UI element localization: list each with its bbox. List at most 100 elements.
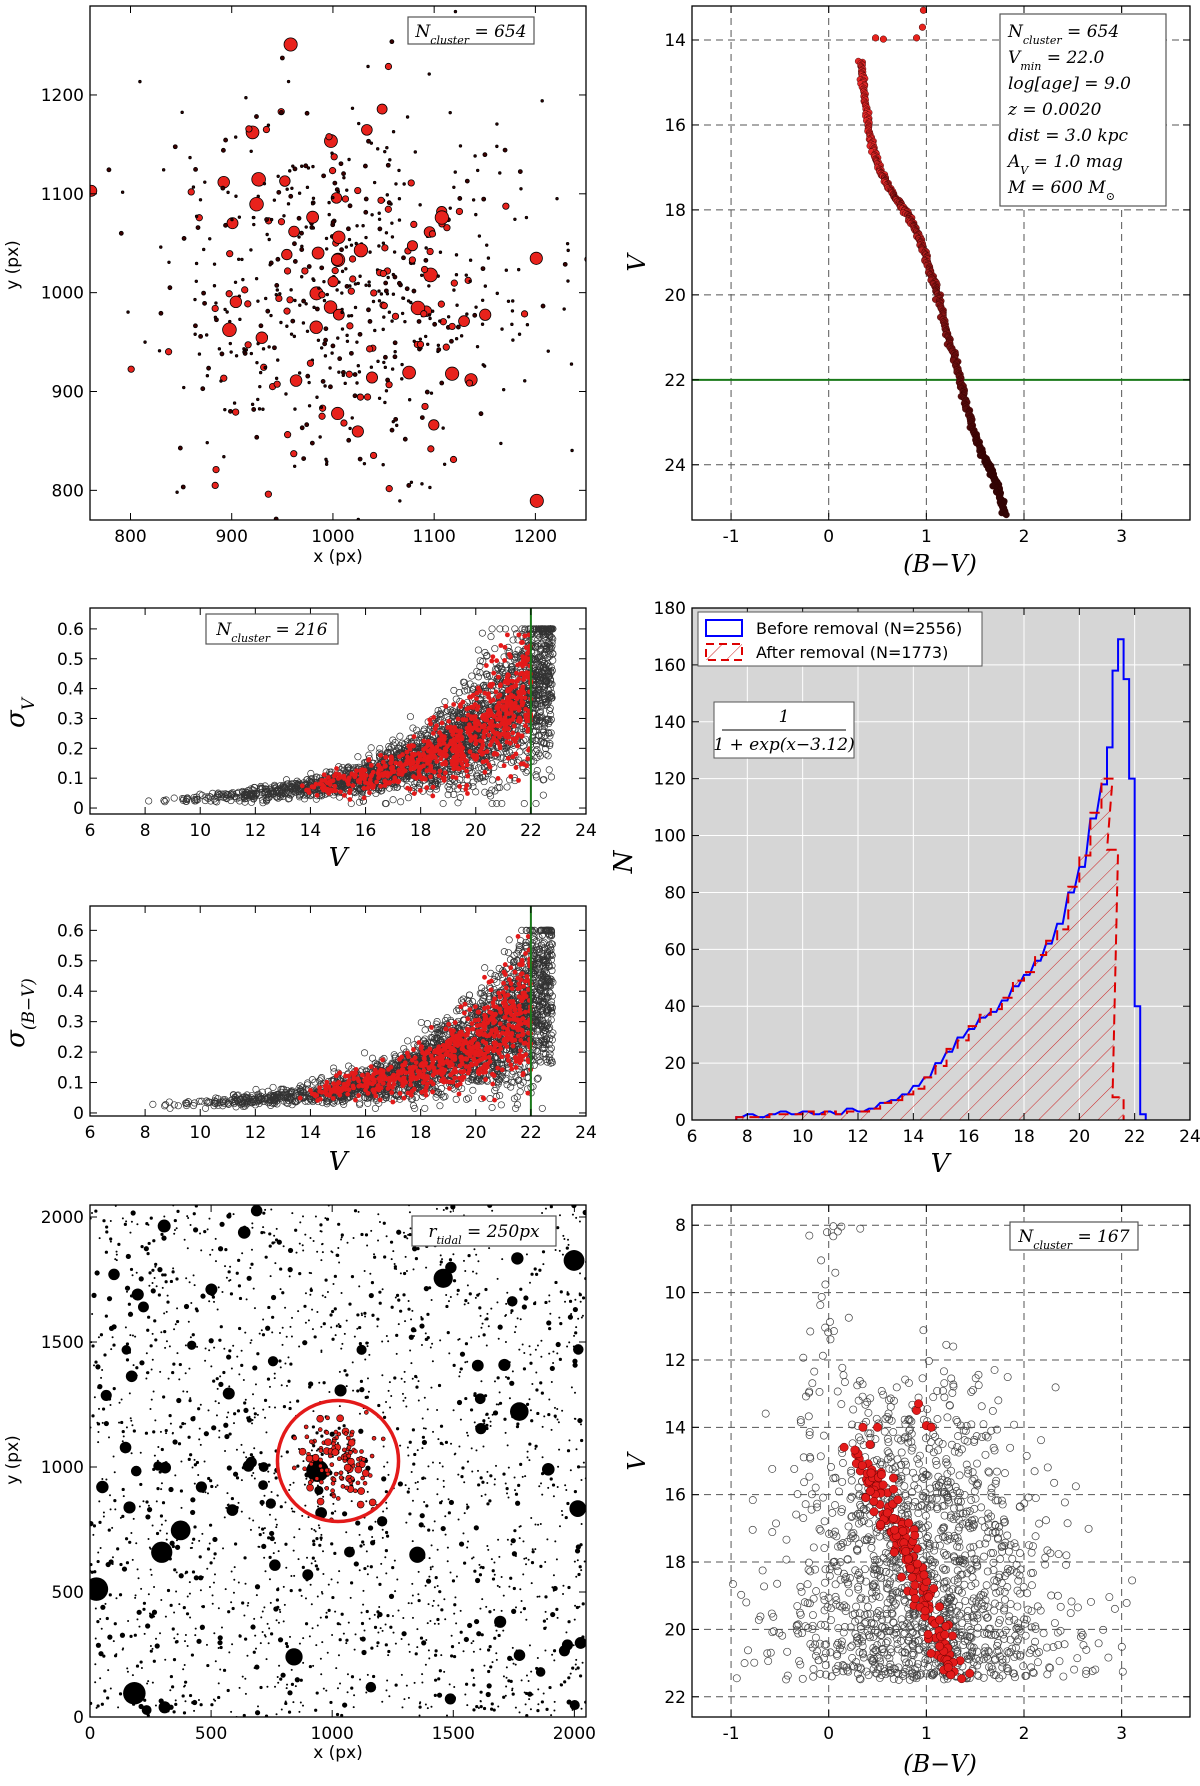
cluster-star — [385, 381, 393, 389]
cluster-star — [206, 365, 211, 371]
error-point — [204, 794, 212, 803]
cluster-star — [499, 441, 503, 446]
y-tick-label: 18 — [664, 201, 686, 221]
cluster-error-point — [504, 699, 509, 705]
cluster-star — [495, 144, 499, 149]
cluster-star — [427, 445, 435, 453]
error-point — [406, 713, 414, 721]
cluster-error-point — [455, 716, 461, 722]
cluster-star — [424, 334, 428, 339]
cluster-error-point — [511, 684, 517, 690]
error-point — [537, 713, 545, 721]
cluster-star — [388, 618, 391, 621]
cluster-error-point — [370, 769, 376, 775]
cluster-star — [205, 440, 209, 445]
cluster-star — [238, 317, 242, 322]
cluster-star — [385, 146, 389, 150]
cluster-error-point — [507, 740, 513, 746]
cluster-star — [322, 279, 326, 284]
cluster-star — [520, 310, 529, 318]
error-point — [420, 727, 428, 735]
cluster-star — [368, 250, 372, 254]
error-point — [493, 800, 501, 808]
cluster-error-point — [485, 708, 491, 714]
cluster-star — [366, 64, 370, 69]
annotation-line: z = 0.0020 — [1007, 100, 1102, 120]
cluster-error-point — [410, 751, 415, 757]
cluster-star — [348, 426, 352, 431]
cluster-star — [223, 307, 227, 312]
cluster-star — [347, 287, 355, 295]
cluster-star — [381, 462, 385, 467]
cluster-error-point — [331, 788, 337, 793]
cluster-star — [426, 342, 430, 347]
cluster-star — [273, 380, 281, 388]
cluster-star — [346, 322, 354, 330]
cluster-error-point — [440, 737, 446, 743]
cluster-star — [439, 380, 445, 386]
cluster-star — [249, 196, 264, 212]
cluster-star — [346, 437, 352, 443]
cluster-star — [332, 230, 346, 244]
cluster-star — [401, 255, 406, 261]
error-point — [473, 667, 481, 675]
cluster-star — [386, 200, 392, 206]
cluster-star — [516, 267, 521, 272]
error-point — [468, 672, 476, 680]
cluster-star — [344, 245, 349, 249]
cluster-error-point — [358, 772, 364, 778]
error-point — [469, 783, 477, 791]
cluster-star — [347, 203, 353, 209]
x-axis-label: x (px) — [313, 547, 363, 567]
cluster-error-point — [421, 757, 427, 763]
cluster-error-point — [434, 759, 440, 764]
cluster-error-point — [325, 775, 331, 780]
error-point — [547, 669, 555, 677]
cluster-star — [459, 334, 464, 338]
cluster-error-point — [480, 715, 486, 721]
cluster-star — [312, 305, 316, 310]
cluster-error-point — [438, 756, 444, 762]
cluster-star — [295, 532, 298, 535]
cluster-error-point — [347, 797, 353, 802]
error-point — [507, 758, 516, 767]
error-point — [497, 754, 505, 762]
cluster-star — [255, 331, 269, 344]
cluster-star — [361, 224, 365, 228]
cluster-error-point — [428, 763, 434, 769]
error-point — [389, 741, 397, 749]
cluster-star — [225, 310, 229, 314]
cluster-star — [228, 319, 232, 324]
cluster-star — [370, 289, 378, 297]
cluster-star — [309, 320, 323, 334]
cluster-star — [356, 364, 360, 368]
cluster-star — [304, 225, 308, 229]
error-point — [403, 775, 411, 783]
cluster-star — [498, 171, 502, 175]
cluster-star — [373, 328, 377, 333]
cluster-star — [391, 419, 395, 424]
cluster-error-point — [428, 721, 433, 727]
cluster-star — [356, 393, 365, 401]
cluster-star — [180, 484, 186, 490]
cluster-star — [321, 173, 327, 179]
error-point — [532, 800, 540, 808]
cluster-star — [348, 255, 357, 263]
cluster-star — [448, 206, 452, 210]
cluster-error-point — [437, 768, 443, 774]
cluster-error-point — [482, 769, 488, 775]
error-point — [249, 795, 258, 803]
cluster-star — [429, 391, 434, 395]
annotation-line: dist = 3.0 kpc — [1008, 126, 1129, 146]
cluster-star — [309, 440, 315, 446]
x-tick-label: 10 — [189, 821, 211, 841]
error-point — [488, 776, 496, 784]
cluster-star — [262, 181, 267, 186]
cluster-star — [400, 311, 405, 316]
cluster-star — [367, 283, 371, 288]
x-tick-label: -1 — [723, 527, 740, 547]
x-tick-label: 0 — [823, 527, 834, 547]
cluster-star — [357, 331, 363, 337]
cluster-star — [181, 236, 187, 241]
error-point — [483, 651, 491, 659]
